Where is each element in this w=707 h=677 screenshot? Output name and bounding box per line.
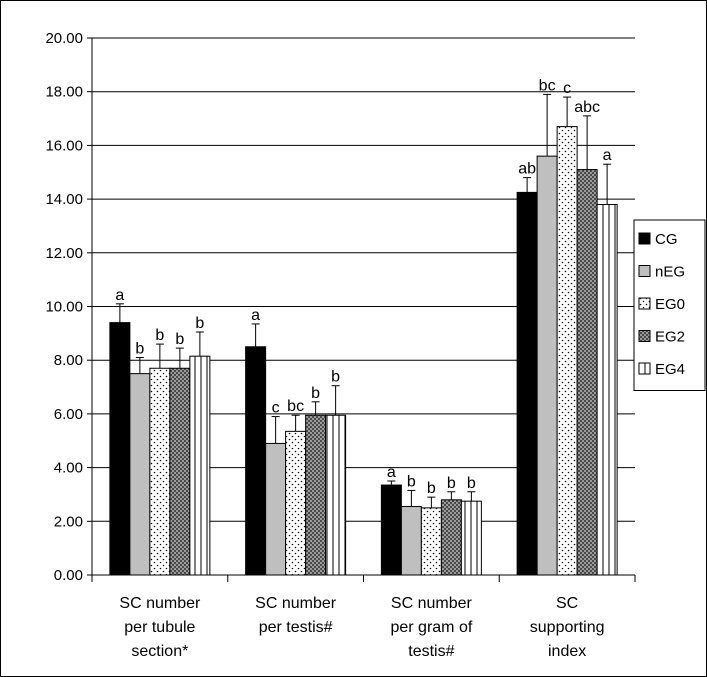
significance-label: b bbox=[407, 473, 416, 490]
legend-label-neg: nEG bbox=[655, 264, 685, 281]
legend-swatch-cg bbox=[638, 232, 651, 245]
significance-label: bc bbox=[287, 398, 304, 415]
bar-eg2-1 bbox=[305, 414, 327, 576]
legend-swatch-eg4 bbox=[638, 362, 651, 375]
category-label: section* bbox=[131, 643, 188, 660]
significance-label: a bbox=[603, 147, 612, 164]
significance-label: bc bbox=[539, 77, 556, 94]
bar-eg0-3 bbox=[556, 126, 578, 576]
legend: CG nEG EG0 EG2 EG4 bbox=[633, 219, 706, 391]
y-tick-label: 4.00 bbox=[54, 460, 83, 477]
significance-label: b bbox=[427, 480, 436, 497]
y-tick-label: 20.00 bbox=[45, 30, 83, 47]
y-tick-label: 6.00 bbox=[54, 406, 83, 423]
significance-label: abc bbox=[574, 99, 600, 116]
legend-label-eg0: EG0 bbox=[655, 296, 685, 313]
legend-label-eg4: EG4 bbox=[655, 361, 685, 378]
bar-eg4-3 bbox=[596, 203, 618, 576]
bar-neg-1 bbox=[265, 442, 287, 576]
category-label: supporting bbox=[530, 619, 605, 636]
significance-label: b bbox=[175, 331, 184, 348]
y-tick-label: 18.00 bbox=[45, 84, 83, 101]
significance-label: b bbox=[331, 369, 340, 386]
bar-neg-3 bbox=[536, 155, 558, 576]
category-label: per gram of bbox=[390, 619, 472, 636]
y-tick-label: 14.00 bbox=[45, 191, 83, 208]
category-label: testis# bbox=[408, 643, 454, 660]
bar-cg-3 bbox=[516, 191, 538, 576]
significance-label: a bbox=[251, 307, 260, 324]
bar-eg0-0 bbox=[149, 367, 171, 576]
significance-label: a bbox=[387, 464, 396, 481]
category-label: per testis# bbox=[259, 619, 333, 636]
legend-swatch-neg bbox=[638, 265, 651, 277]
legend-swatch-eg0 bbox=[638, 297, 651, 310]
significance-label: c bbox=[272, 400, 280, 417]
category-label: index bbox=[548, 643, 586, 660]
category-label: SC number bbox=[391, 595, 473, 612]
bar-cg-2 bbox=[380, 484, 402, 576]
significance-label: b bbox=[155, 327, 164, 344]
category-label: SC bbox=[556, 595, 578, 612]
bar-neg-2 bbox=[400, 506, 422, 576]
significance-label: b bbox=[447, 475, 456, 492]
bar-eg4-2 bbox=[460, 500, 482, 576]
y-tick-label: 8.00 bbox=[54, 352, 83, 369]
bar-eg0-2 bbox=[420, 507, 442, 576]
bar-cg-1 bbox=[245, 346, 267, 576]
significance-label: a bbox=[115, 287, 124, 304]
bar-eg4-0 bbox=[189, 355, 211, 576]
bar-cg-0 bbox=[109, 322, 131, 576]
significance-label: b bbox=[135, 341, 144, 358]
significance-label: c bbox=[563, 80, 571, 97]
category-label: SC number bbox=[255, 595, 337, 612]
y-tick-label: 12.00 bbox=[45, 245, 83, 262]
bar-eg4-1 bbox=[325, 414, 347, 576]
significance-label: b bbox=[467, 475, 476, 492]
legend-label-cg: CG bbox=[655, 231, 678, 248]
legend-swatch-eg2 bbox=[638, 330, 651, 342]
bar-eg2-2 bbox=[440, 499, 462, 576]
bar-neg-0 bbox=[129, 373, 151, 576]
y-tick-label: 16.00 bbox=[45, 137, 83, 154]
category-label: per tubule bbox=[124, 619, 195, 636]
y-tick-label: 10.00 bbox=[45, 299, 83, 316]
category-label: SC number bbox=[119, 595, 201, 612]
significance-label: ab bbox=[518, 161, 536, 178]
bar-eg2-3 bbox=[576, 169, 598, 576]
axes: 0.00 2.00 4.00 6.00 8.00 10.00 12.00 14.00 16.00… bbox=[45, 30, 636, 660]
bar-eg2-0 bbox=[169, 367, 191, 576]
legend-label-eg2: EG2 bbox=[655, 329, 685, 346]
significance-label: b bbox=[311, 385, 320, 402]
bar-eg0-1 bbox=[285, 430, 307, 576]
significance-label: b bbox=[195, 315, 204, 332]
y-tick-label: 0.00 bbox=[54, 567, 83, 584]
y-tick-label: 2.00 bbox=[54, 513, 83, 530]
